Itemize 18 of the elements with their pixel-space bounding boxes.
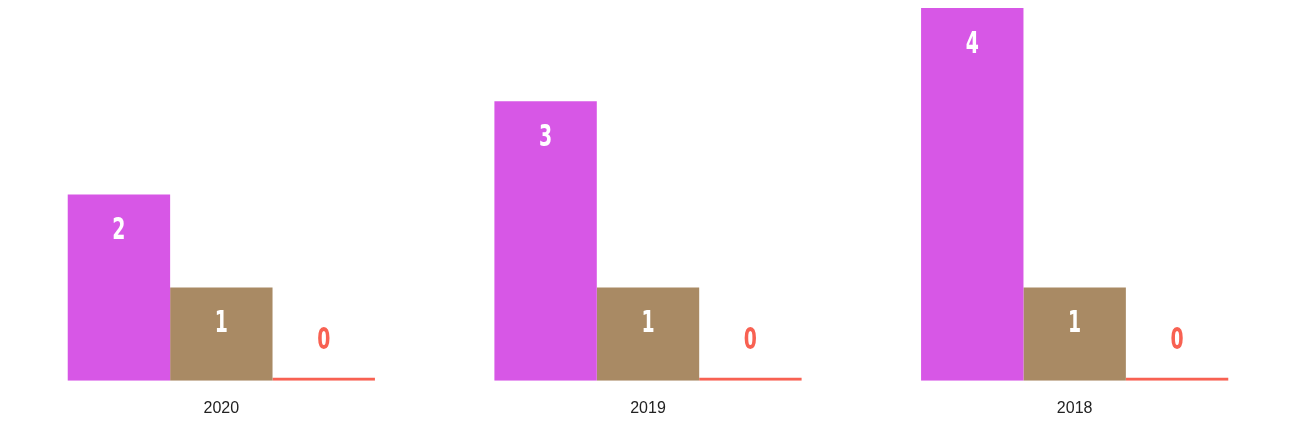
bar xyxy=(494,101,597,381)
data-label: 0 xyxy=(317,320,331,356)
bar xyxy=(67,194,171,381)
data-label: 0 xyxy=(1170,320,1184,356)
x-tick-label: 2018 xyxy=(1056,398,1093,416)
x-tick-label: 2020 xyxy=(203,398,240,416)
x-tick-label: 2019 xyxy=(630,398,666,416)
data-label: 1 xyxy=(1068,304,1082,340)
data-label: 0 xyxy=(743,320,757,356)
bar xyxy=(596,287,700,381)
data-label: 1 xyxy=(214,304,228,340)
bar xyxy=(921,8,1024,381)
data-label: 4 xyxy=(965,24,979,60)
data-label: 1 xyxy=(641,304,655,340)
bar xyxy=(170,287,273,381)
data-label: 2 xyxy=(112,211,126,247)
data-label: 3 xyxy=(539,118,553,153)
bar xyxy=(1023,287,1126,381)
